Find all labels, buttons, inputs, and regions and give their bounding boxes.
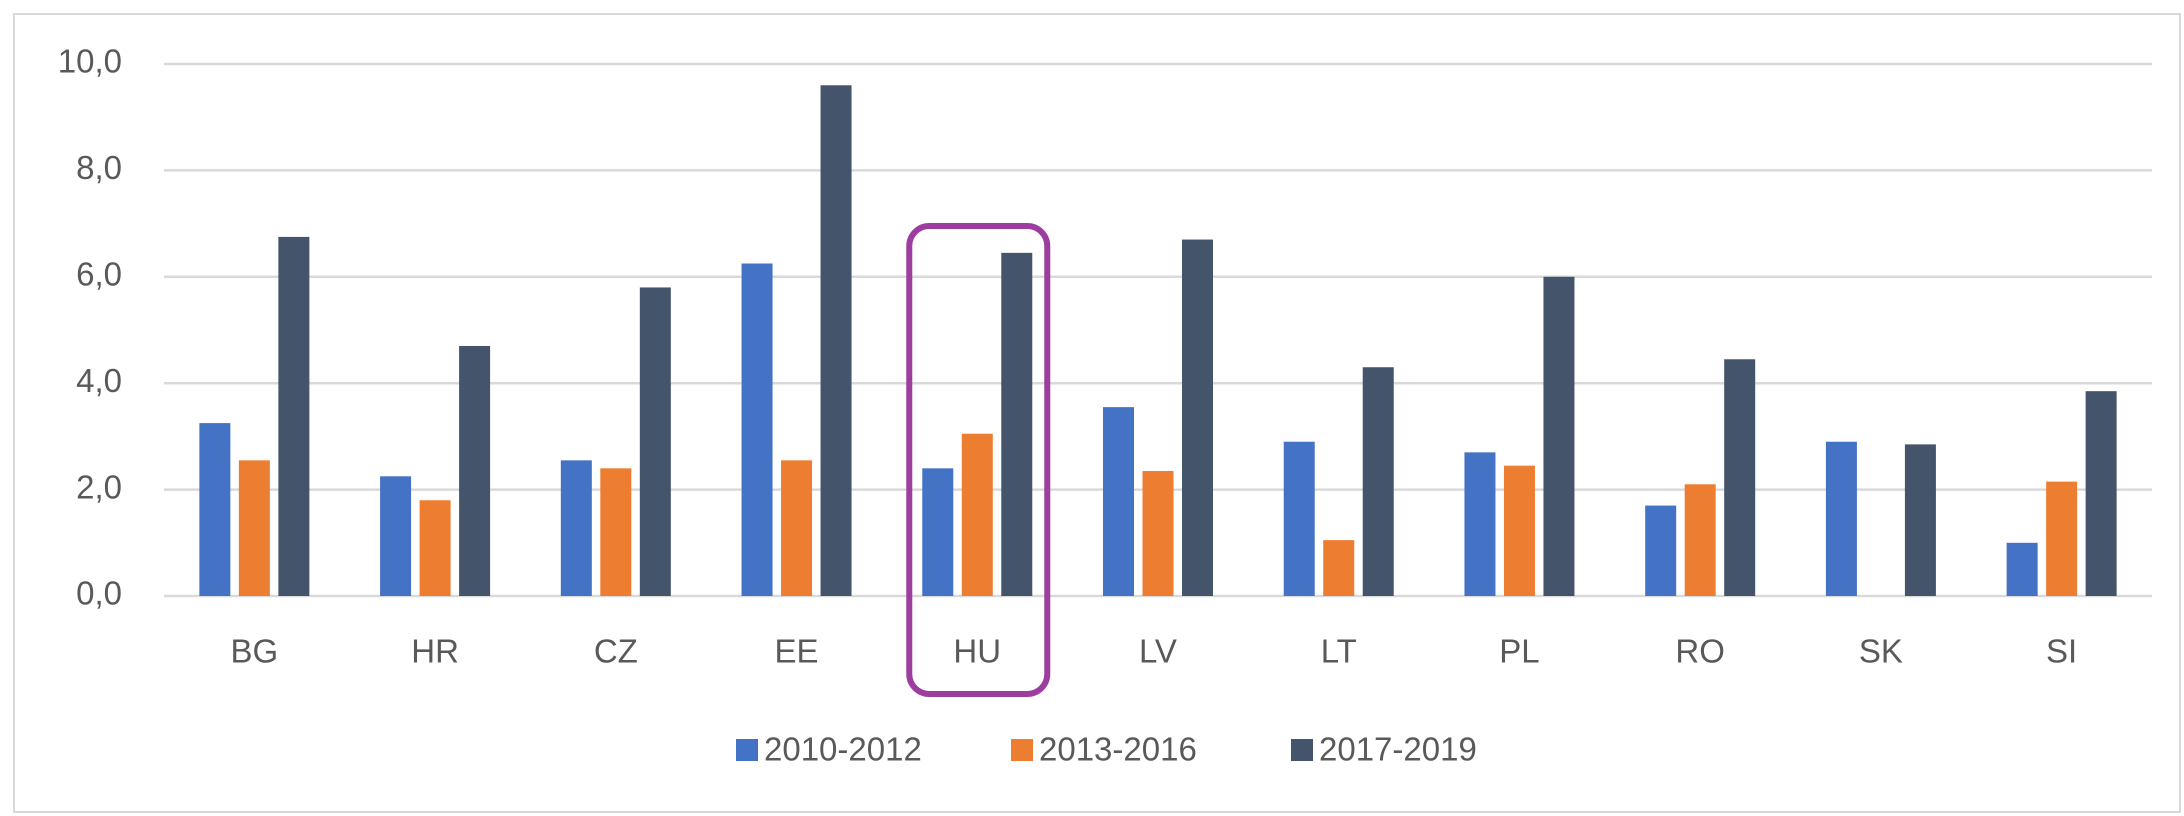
bar xyxy=(560,460,592,596)
y-tick-label: 10,0 xyxy=(58,43,122,80)
bar xyxy=(1645,505,1677,596)
bar xyxy=(1503,465,1535,596)
bar xyxy=(380,476,412,596)
bar xyxy=(1362,367,1394,596)
bar xyxy=(2046,481,2078,596)
bar xyxy=(1142,470,1174,596)
legend-swatch xyxy=(736,739,758,761)
legend-label: 2013-2016 xyxy=(1039,731,1197,768)
x-tick-label: RO xyxy=(1675,633,1725,670)
bar xyxy=(741,263,773,596)
bar xyxy=(600,468,632,596)
bar xyxy=(961,433,993,596)
bar xyxy=(2006,542,2038,596)
bar xyxy=(1684,484,1716,596)
bar xyxy=(199,423,231,596)
bar xyxy=(1825,441,1857,596)
bar xyxy=(1323,540,1355,596)
bar xyxy=(1182,239,1213,596)
bar xyxy=(278,236,310,596)
bar xyxy=(1543,276,1575,596)
bar xyxy=(1464,452,1496,596)
x-tick-label: SI xyxy=(2046,633,2077,670)
bar xyxy=(1001,252,1033,597)
y-tick-label: 6,0 xyxy=(76,256,122,293)
bar xyxy=(1103,407,1134,596)
bar xyxy=(1904,444,1936,596)
x-tick-label: LV xyxy=(1139,633,1177,670)
bar xyxy=(820,85,852,596)
bar xyxy=(419,500,451,596)
bar xyxy=(1283,441,1315,596)
bar xyxy=(1724,359,1756,596)
x-tick-label: SK xyxy=(1859,633,1903,670)
bar xyxy=(922,468,954,596)
bar xyxy=(238,460,270,596)
legend-label: 2010-2012 xyxy=(764,731,922,768)
x-tick-label: LT xyxy=(1321,633,1357,670)
bar xyxy=(2085,391,2117,596)
highlight-frame xyxy=(906,223,1051,697)
legend-swatch xyxy=(1011,739,1033,761)
x-tick-label: EE xyxy=(775,633,819,670)
x-tick-label: BG xyxy=(231,633,279,670)
bar xyxy=(781,460,813,596)
y-tick-label: 0,0 xyxy=(76,575,122,612)
x-tick-label: HR xyxy=(411,633,459,670)
x-tick-label: PL xyxy=(1499,633,1539,670)
bar xyxy=(639,287,671,596)
legend-swatch xyxy=(1291,739,1313,761)
bar xyxy=(459,345,491,596)
y-tick-label: 4,0 xyxy=(76,362,122,399)
y-tick-label: 8,0 xyxy=(76,149,122,186)
y-tick-label: 2,0 xyxy=(76,468,122,505)
legend-label: 2017-2019 xyxy=(1319,731,1477,768)
chart-border xyxy=(13,13,2181,813)
x-tick-label: CZ xyxy=(594,633,638,670)
x-tick-label: HU xyxy=(953,633,1001,670)
